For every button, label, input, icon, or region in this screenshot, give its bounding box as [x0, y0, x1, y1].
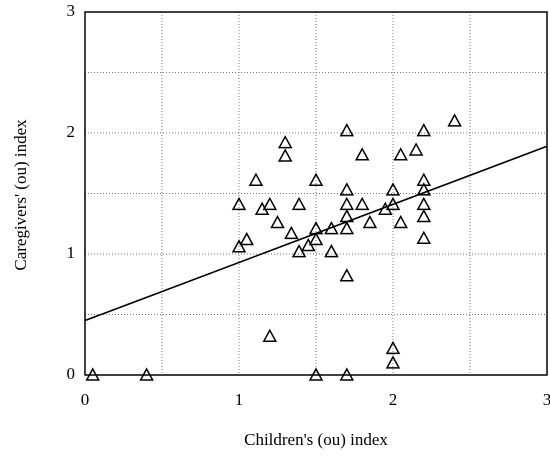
point: [385, 340, 401, 355]
point: [308, 231, 324, 246]
point: [231, 196, 247, 211]
y-tick-label: 0: [67, 364, 76, 383]
point: [277, 135, 293, 149]
point: [262, 196, 278, 211]
point: [416, 230, 432, 245]
point: [416, 182, 432, 196]
point: [339, 367, 355, 381]
point: [416, 123, 432, 137]
point: [339, 182, 355, 196]
x-tick-label: 1: [235, 390, 244, 409]
point: [324, 221, 339, 235]
point: [85, 367, 100, 381]
point: [385, 182, 401, 196]
point: [339, 123, 355, 137]
point: [324, 244, 339, 258]
y-tick-label: 1: [67, 243, 76, 262]
point: [239, 231, 254, 246]
point: [277, 148, 293, 162]
point: [284, 225, 299, 240]
point: [339, 221, 355, 235]
point: [339, 268, 355, 282]
point: [393, 147, 408, 161]
point: [308, 367, 324, 381]
x-tick-label: 0: [81, 390, 90, 409]
point: [385, 355, 401, 369]
point: [248, 172, 264, 186]
point: [339, 196, 355, 211]
point: [416, 196, 432, 211]
point: [231, 239, 247, 253]
point: [385, 196, 401, 211]
y-tick-label: 2: [67, 122, 76, 141]
plot-frame: [84, 11, 548, 376]
point: [408, 142, 424, 156]
point: [270, 214, 285, 229]
point: [416, 208, 432, 223]
point: [308, 172, 324, 186]
point: [354, 147, 370, 161]
y-tick-label: 3: [67, 1, 76, 20]
x-axis-label: Children's (ou) index: [244, 430, 388, 449]
x-tick-label: 3: [543, 390, 550, 409]
point: [139, 367, 154, 381]
point: [447, 113, 462, 127]
point: [291, 196, 307, 211]
point: [393, 214, 408, 229]
point: [354, 196, 370, 211]
y-axis-label: Caregivers' (ou) index: [11, 119, 30, 271]
x-tick-label: 2: [389, 390, 398, 409]
point: [362, 214, 378, 229]
point: [262, 328, 278, 343]
